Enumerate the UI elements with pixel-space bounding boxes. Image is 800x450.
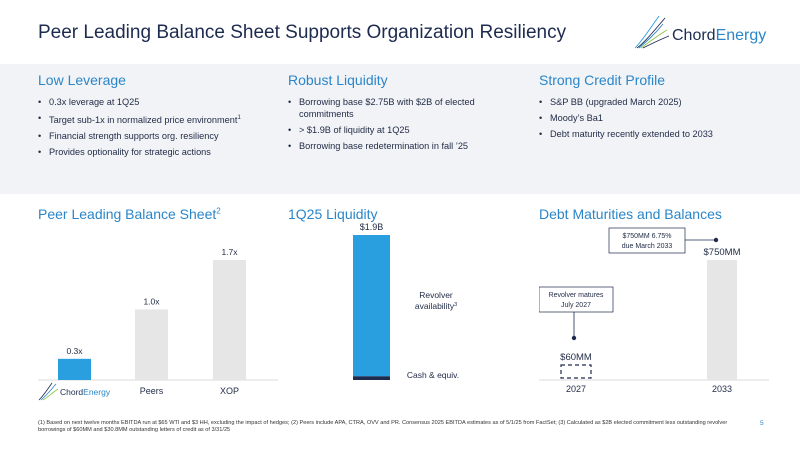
page-title: Peer Leading Balance Sheet Supports Orga…	[38, 22, 567, 43]
liquidity-chart-title: 1Q25 Liquidity	[288, 206, 378, 222]
callout-box	[539, 286, 614, 313]
low-leverage-title: Low Leverage	[38, 72, 126, 88]
cash-segment	[353, 376, 390, 380]
strong-credit-title: Strong Credit Profile	[539, 72, 666, 88]
logo-text: ChordEnergy	[672, 27, 767, 44]
page-number: 5	[760, 420, 764, 427]
callout-text: Revolver matures	[549, 292, 604, 299]
peer-leverage-chart: 0.3x 1.0x Peers 1.7x XOP ChordEnergy	[38, 247, 278, 401]
robust-liquidity-column: Robust Liquidity Borrowing base $2.75B w…	[288, 72, 518, 156]
callout-box	[608, 227, 686, 254]
bullet: Borrowing base redetermination in fall ’…	[288, 140, 518, 152]
revolver-label: Revolver	[419, 290, 453, 300]
category-label: 2033	[712, 384, 732, 394]
category-label: Peers	[140, 386, 164, 396]
data-label: 1.7x	[221, 247, 238, 257]
category-label: 2027	[566, 384, 586, 394]
footnote: (1) Based on next twelve months EBITDA r…	[38, 420, 728, 433]
robust-liquidity-title: Robust Liquidity	[288, 72, 388, 88]
bullet: > $1.9B of liquidity at 1Q25	[288, 124, 518, 136]
cash-label: Cash & equiv.	[407, 370, 459, 380]
strong-credit-column: Strong Credit Profile S&P BB (upgraded M…	[539, 72, 784, 144]
bullet: Debt maturity recently extended to 2033	[539, 128, 784, 140]
chord-energy-category-logo: ChordEnergy	[38, 382, 111, 401]
chord-energy-logo-icon	[634, 15, 670, 49]
svg-text:ChordEnergy: ChordEnergy	[60, 387, 111, 397]
bar-0	[58, 358, 91, 380]
callout-dot	[571, 335, 577, 341]
debt-maturities-chart: $60MM $750MM 2027 2033 Revolver matures July …	[539, 227, 769, 394]
callout-text: due March 2033	[622, 243, 673, 250]
bar-1	[135, 309, 168, 380]
data-label: 0.3x	[66, 346, 83, 356]
callout-text: $750MM 6.75%	[622, 233, 671, 240]
data-label: $750MM	[704, 247, 741, 258]
data-label: 1.0x	[143, 296, 160, 306]
bullet: Target sub-1x in normalized price enviro…	[38, 112, 283, 126]
bar-2033	[707, 260, 737, 380]
revolver-label: availability3	[415, 301, 457, 311]
callout-text: July 2027	[561, 302, 591, 309]
revolver-segment	[353, 235, 390, 377]
bullet: Moody’s Ba1	[539, 112, 784, 124]
bullet: 0.3x leverage at 1Q25	[38, 96, 283, 108]
data-label: $60MM	[560, 352, 592, 363]
peer-chart-title: Peer Leading Balance Sheet2	[38, 206, 221, 222]
bar-2	[213, 260, 246, 380]
total-label: $1.9B	[360, 222, 384, 232]
callout-dot	[713, 237, 719, 243]
bar-2027	[560, 364, 592, 379]
bullet: Borrowing base $2.75B with $2B of electe…	[288, 96, 518, 120]
bullet: Financial strength supports org. resilie…	[38, 130, 283, 142]
bullet: S&P BB (upgraded March 2025)	[539, 96, 784, 108]
low-leverage-column: Low Leverage 0.3x leverage at 1Q25 Targe…	[38, 72, 283, 162]
bullet: Provides optionality for strategic actio…	[38, 146, 283, 158]
debt-chart-title: Debt Maturities and Balances	[539, 206, 722, 222]
category-label: XOP	[220, 386, 239, 396]
